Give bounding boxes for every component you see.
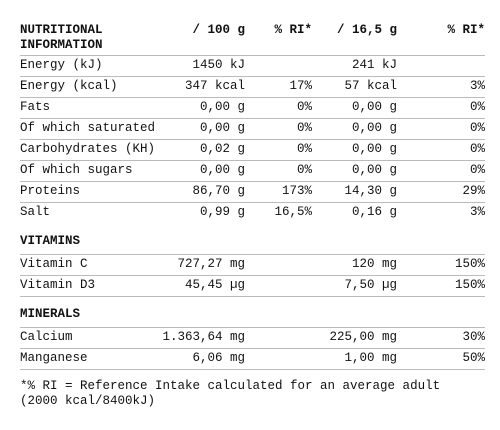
row-divider	[20, 275, 485, 276]
value-cell: 57 kcal	[344, 79, 397, 93]
value-cell: 1,00 mg	[344, 351, 397, 365]
row-divider	[20, 348, 485, 349]
value-cell: 150%	[454, 278, 485, 292]
row-divider	[20, 55, 485, 56]
row-label: Vitamin C	[20, 257, 88, 271]
row-label: Fats	[20, 100, 51, 114]
row-divider	[20, 118, 485, 119]
value-cell: 16,5%	[274, 205, 312, 219]
row-divider	[20, 254, 485, 255]
value-cell: 0%	[296, 142, 312, 156]
value-cell: 225,00 mg	[329, 330, 397, 344]
value-cell: 347 kcal	[184, 79, 245, 93]
value-cell: 29%	[462, 184, 485, 198]
value-cell: 7,50 µg	[344, 278, 397, 292]
row-divider	[20, 181, 485, 182]
row-label: Of which sugars	[20, 163, 133, 177]
header-cell: / 100 g	[192, 23, 245, 37]
value-cell: 50%	[462, 351, 485, 365]
value-cell: 14,30 g	[344, 184, 397, 198]
value-cell: 1.363,64 mg	[162, 330, 245, 344]
value-cell: 120 mg	[351, 257, 397, 271]
value-cell: 3%	[469, 205, 485, 219]
row-divider	[20, 296, 485, 297]
value-cell: 727,27 mg	[177, 257, 245, 271]
value-cell: 30%	[462, 330, 485, 344]
value-cell: 0%	[469, 100, 485, 114]
value-cell: 0%	[469, 163, 485, 177]
value-cell: 86,70 g	[192, 184, 245, 198]
footnote: *% RI = Reference Intake calculated for …	[20, 379, 441, 393]
value-cell: 0,02 g	[199, 142, 245, 156]
value-cell: 0,99 g	[199, 205, 245, 219]
value-cell: 0%	[296, 100, 312, 114]
row-label: Proteins	[20, 184, 81, 198]
row-label: Carbohydrates (KH)	[20, 142, 156, 156]
header-cell: / 16,5 g	[336, 23, 397, 37]
row-label: Vitamin D3	[20, 278, 96, 292]
value-cell: 0%	[469, 142, 485, 156]
value-cell: 0,00 g	[199, 163, 245, 177]
row-divider	[20, 160, 485, 161]
header-cell: % RI*	[274, 23, 312, 37]
value-cell: 0%	[469, 121, 485, 135]
footnote: (2000 kcal/8400kJ)	[20, 394, 156, 408]
row-divider	[20, 139, 485, 140]
row-label: Energy (kJ)	[20, 58, 103, 72]
value-cell: 0,00 g	[199, 100, 245, 114]
value-cell: 0,16 g	[351, 205, 397, 219]
row-label: Manganese	[20, 351, 88, 365]
section-title: MINERALS	[20, 307, 81, 321]
header-cell: % RI*	[447, 23, 485, 37]
value-cell: 0,00 g	[351, 163, 397, 177]
row-label: Salt	[20, 205, 51, 219]
row-label: Of which saturated	[20, 121, 156, 135]
row-divider	[20, 97, 485, 98]
value-cell: 173%	[281, 184, 312, 198]
row-divider	[20, 202, 485, 203]
value-cell: 3%	[469, 79, 485, 93]
row-label: Energy (kcal)	[20, 79, 118, 93]
row-divider	[20, 76, 485, 77]
header-cell: NUTRITIONAL INFORMATION	[20, 23, 103, 52]
value-cell: 17%	[289, 79, 312, 93]
value-cell: 0,00 g	[351, 100, 397, 114]
row-label: Calcium	[20, 330, 73, 344]
value-cell: 0,00 g	[351, 121, 397, 135]
row-divider	[20, 327, 485, 328]
value-cell: 0,00 g	[351, 142, 397, 156]
value-cell: 0%	[296, 163, 312, 177]
row-divider	[20, 369, 485, 370]
value-cell: 150%	[454, 257, 485, 271]
value-cell: 0,00 g	[199, 121, 245, 135]
value-cell: 6,06 mg	[192, 351, 245, 365]
value-cell: 45,45 µg	[184, 278, 245, 292]
value-cell: 0%	[296, 121, 312, 135]
value-cell: 241 kJ	[351, 58, 397, 72]
value-cell: 1450 kJ	[192, 58, 245, 72]
section-title: VITAMINS	[20, 234, 81, 248]
